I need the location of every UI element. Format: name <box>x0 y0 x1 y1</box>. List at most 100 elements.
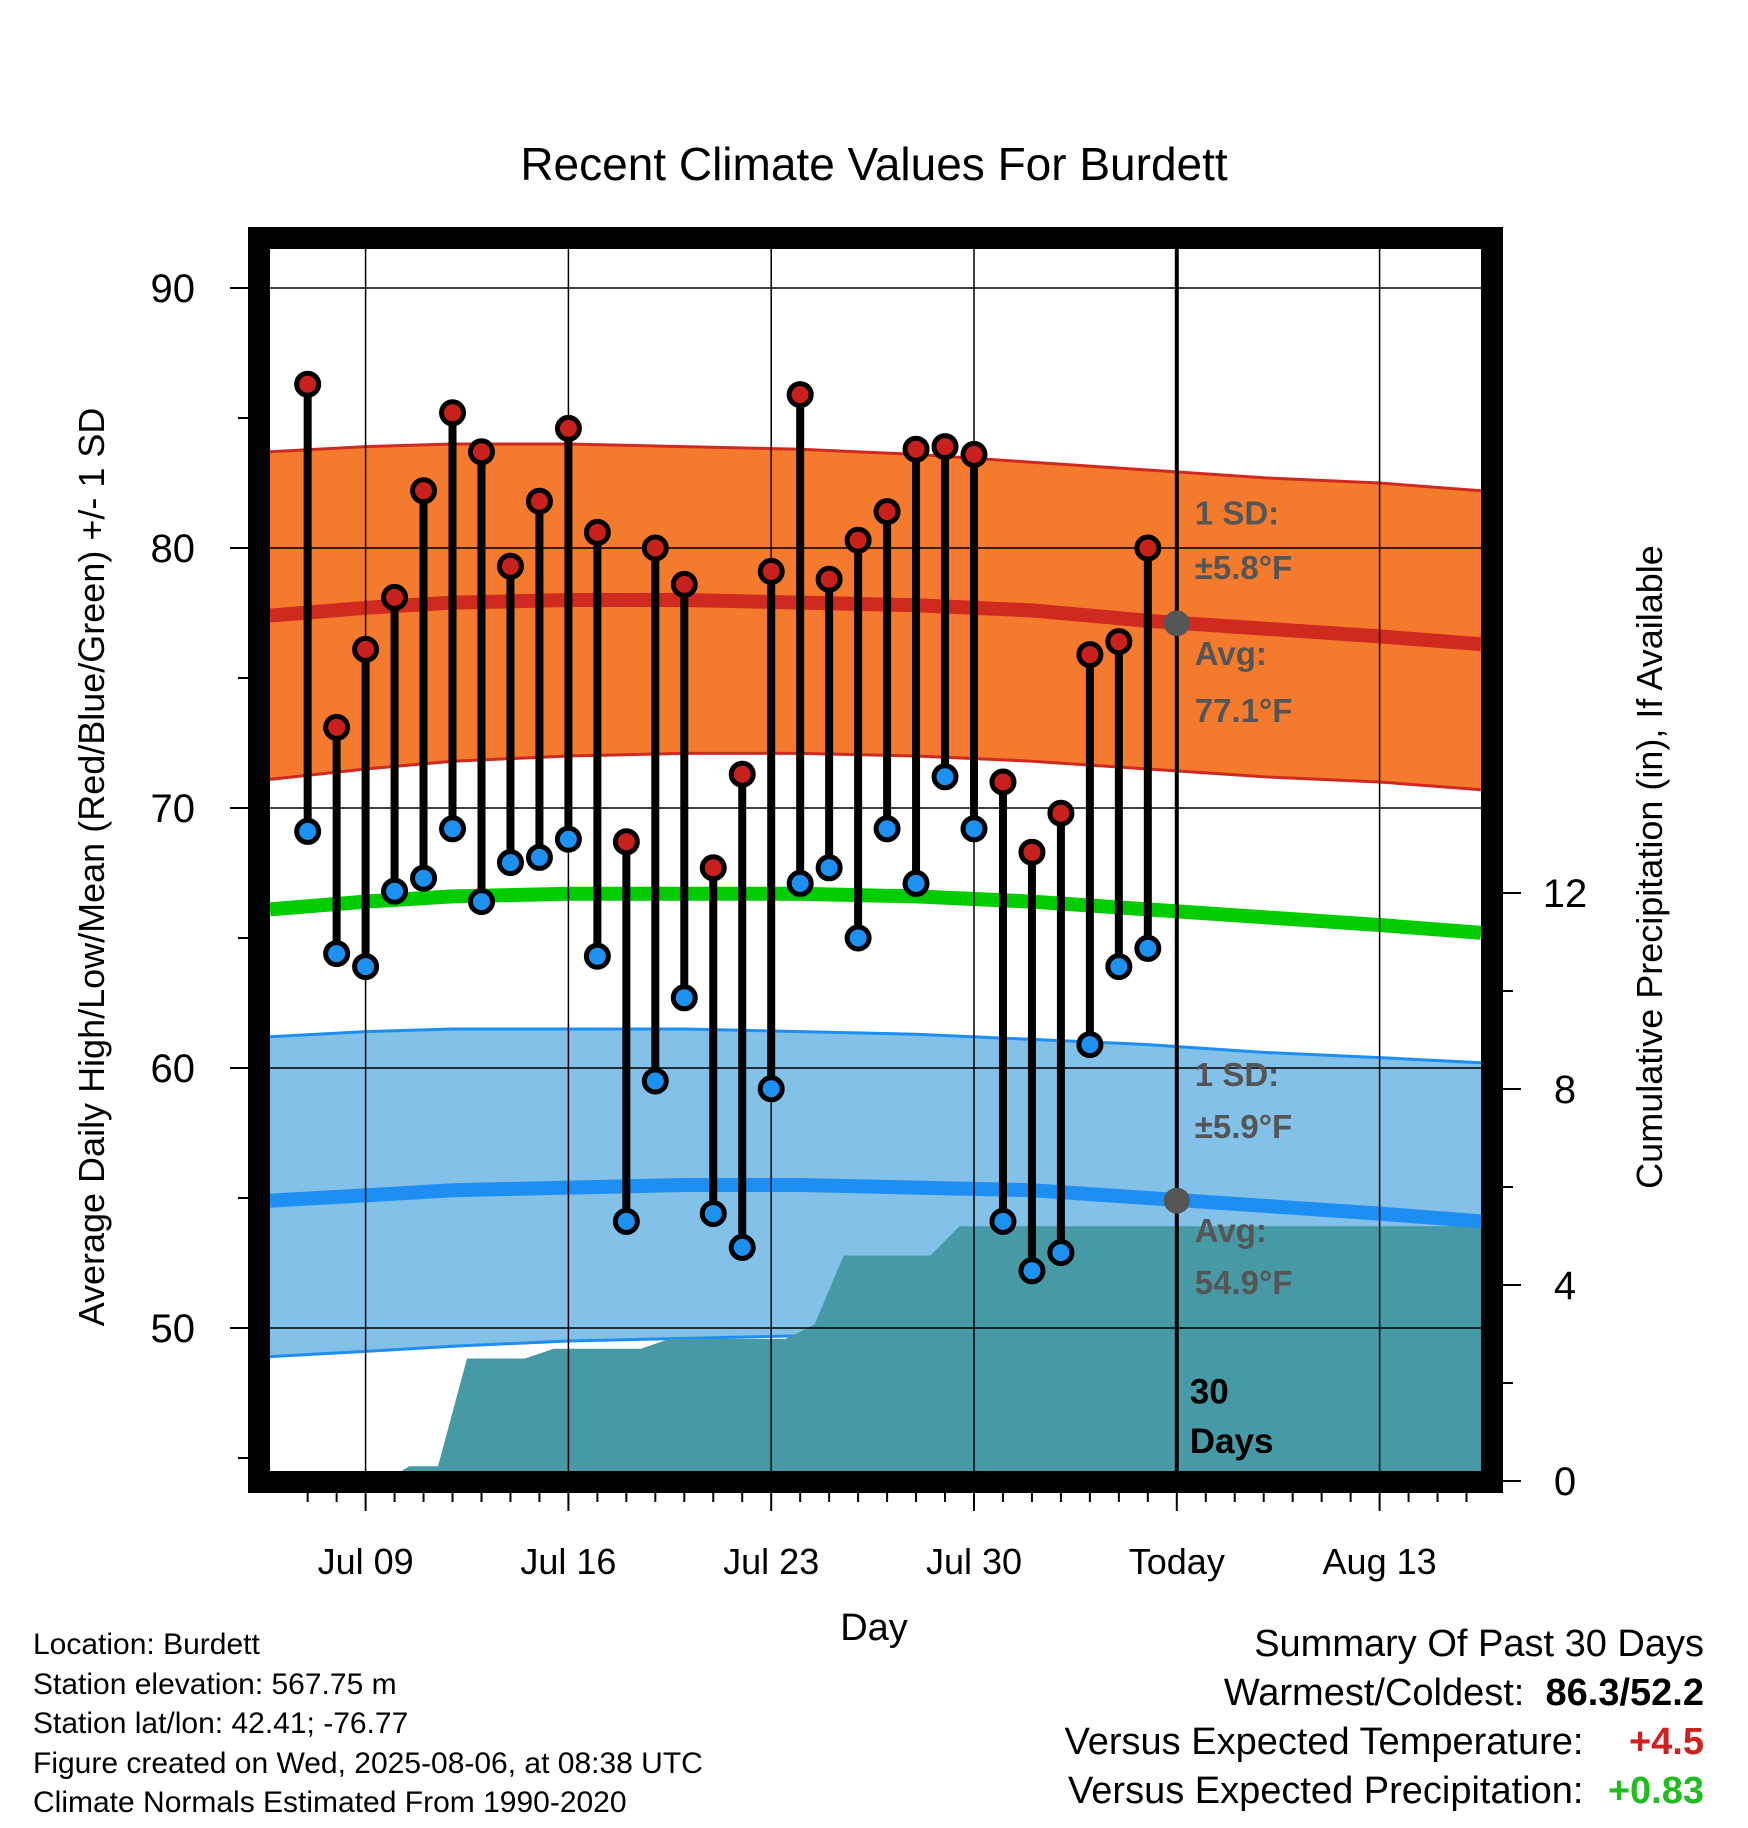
high-temp-marker <box>439 399 467 427</box>
x-tick-label: Aug 13 <box>1323 1541 1437 1582</box>
annotation-low-sd: 1 SD: <box>1195 1056 1279 1093</box>
low-temp-marker <box>641 1067 669 1095</box>
low-temp-marker <box>1134 934 1162 962</box>
high-temp-marker <box>786 381 814 409</box>
low-temp-marker <box>554 825 582 853</box>
high-temp-marker <box>525 487 553 515</box>
high-temp-marker <box>931 433 959 461</box>
x-tick-label: Today <box>1129 1541 1225 1582</box>
high-temp-marker <box>294 370 322 398</box>
summary-temp-label: Versus Expected Temperature: <box>1064 1721 1584 1763</box>
annotation-low-sd-value: ±5.9°F <box>1195 1108 1292 1145</box>
high-temp-marker <box>1105 628 1133 656</box>
summary-slash: / <box>1619 1672 1631 1714</box>
x-tick-label: Jul 09 <box>318 1541 414 1582</box>
today-high-avg-dot <box>1163 610 1190 637</box>
high-temp-marker <box>323 713 351 741</box>
x-axis-label: Day <box>840 1607 908 1649</box>
y-tick-label-left: 80 <box>151 527 196 571</box>
low-temp-marker <box>699 1200 727 1228</box>
low-temp-marker <box>902 869 930 897</box>
annotation-window-days-unit: Days <box>1190 1422 1274 1461</box>
high-temp-marker <box>554 414 582 442</box>
summary-title: Summary Of Past 30 Days <box>1254 1623 1704 1665</box>
low-temp-marker <box>467 888 495 916</box>
summary-temp-value: +4.5 <box>1628 1721 1704 1763</box>
high-temp-marker <box>873 498 901 526</box>
low-temp-marker <box>1018 1257 1046 1285</box>
high-temp-marker <box>960 440 988 468</box>
low-temp-marker <box>873 815 901 843</box>
low-temp-marker <box>931 763 959 791</box>
plot-frame <box>248 227 1503 1493</box>
low-temp-marker <box>410 864 438 892</box>
low-temp-marker <box>439 815 467 843</box>
summary-precip-value: +0.83 <box>1607 1770 1704 1812</box>
low-temp-marker <box>1076 1031 1104 1059</box>
y-tick-label-right: 0 <box>1554 1460 1576 1504</box>
high-temp-marker <box>1018 838 1046 866</box>
summary-precip-row: Versus Expected Precipitation: +0.83 <box>1065 1767 1704 1816</box>
low-temp-marker <box>525 843 553 871</box>
summary-temp-row: Versus Expected Temperature: +4.5 <box>1065 1718 1704 1767</box>
low-sd-upper-line <box>269 1027 1482 1065</box>
info-created: Figure created on Wed, 2025-08-06, at 08… <box>33 1746 703 1780</box>
low-temp-marker <box>352 953 380 981</box>
high-temp-marker <box>815 565 843 593</box>
annotation-high-sd-value: ±5.8°F <box>1195 549 1292 586</box>
low-temp-marker <box>1105 953 1133 981</box>
high-temp-marker <box>641 534 669 562</box>
today-low-avg-dot <box>1163 1187 1190 1214</box>
low-temp-marker <box>815 854 843 882</box>
high-temp-marker <box>583 518 611 546</box>
info-elevation: Station elevation: 567.75 m <box>33 1667 397 1701</box>
y-tick-label-right: 12 <box>1543 872 1588 916</box>
low-temp-marker <box>583 942 611 970</box>
high-temp-marker <box>757 557 785 585</box>
annotation-high-sd: 1 SD: <box>1195 495 1279 532</box>
x-tick-label: Jul 30 <box>926 1541 1022 1582</box>
high-temp-marker <box>1076 641 1104 669</box>
info-location: Location: Burdett <box>33 1628 260 1661</box>
summary-precip-label: Versus Expected Precipitation: <box>1068 1770 1584 1812</box>
high-temp-marker <box>381 583 409 611</box>
normal-low-line <box>269 1178 1482 1229</box>
high-temp-marker <box>728 760 756 788</box>
y-tick-label-left: 70 <box>151 787 196 831</box>
y-axis-label-right: Cumulative Precipitation (in), If Availa… <box>1629 545 1670 1189</box>
y-tick-label-left: 90 <box>151 267 196 311</box>
low-temp-marker <box>381 877 409 905</box>
y-tick-label-left: 50 <box>151 1307 196 1351</box>
low-temp-marker <box>757 1075 785 1103</box>
high-temp-marker <box>352 635 380 663</box>
summary-coldest-value: 52.2 <box>1630 1672 1704 1714</box>
low-temp-marker <box>786 869 814 897</box>
normal-mean-line <box>269 886 1482 940</box>
annotation-low-avg-value: 54.9°F <box>1195 1264 1293 1301</box>
x-tick-label: Jul 23 <box>723 1541 819 1582</box>
high-temp-marker <box>844 526 872 554</box>
info-normals: Climate Normals Estimated From 1990-2020 <box>33 1786 627 1819</box>
y-tick-label-right: 4 <box>1554 1264 1576 1308</box>
low-temp-marker <box>728 1233 756 1261</box>
annotation-high-avg-value: 77.1°F <box>1195 692 1293 729</box>
high-temp-marker <box>496 552 524 580</box>
low-temp-marker <box>294 817 322 845</box>
x-tick-label: Jul 16 <box>520 1541 616 1582</box>
high-temp-marker <box>902 435 930 463</box>
annotation-window-days-number: 30 <box>1190 1372 1229 1411</box>
high-temp-marker <box>410 477 438 505</box>
low-temp-marker <box>670 984 698 1012</box>
info-latlon: Station lat/lon: 42.41; -76.77 <box>33 1707 409 1740</box>
high-sd-upper-line <box>269 442 1482 493</box>
low-temp-marker <box>612 1207 640 1235</box>
high-temp-marker <box>612 828 640 856</box>
y-tick-label-right: 8 <box>1554 1068 1576 1112</box>
summary-warmest-label: Warmest/Coldest: <box>1223 1672 1525 1714</box>
station-info: Location: Burdett Station elevation: 567… <box>33 1625 703 1823</box>
low-temp-marker <box>323 940 351 968</box>
low-temp-marker <box>989 1207 1017 1235</box>
summary-warmest-value: 86.3 <box>1545 1672 1620 1714</box>
y-tick-label-left: 60 <box>151 1047 196 1091</box>
